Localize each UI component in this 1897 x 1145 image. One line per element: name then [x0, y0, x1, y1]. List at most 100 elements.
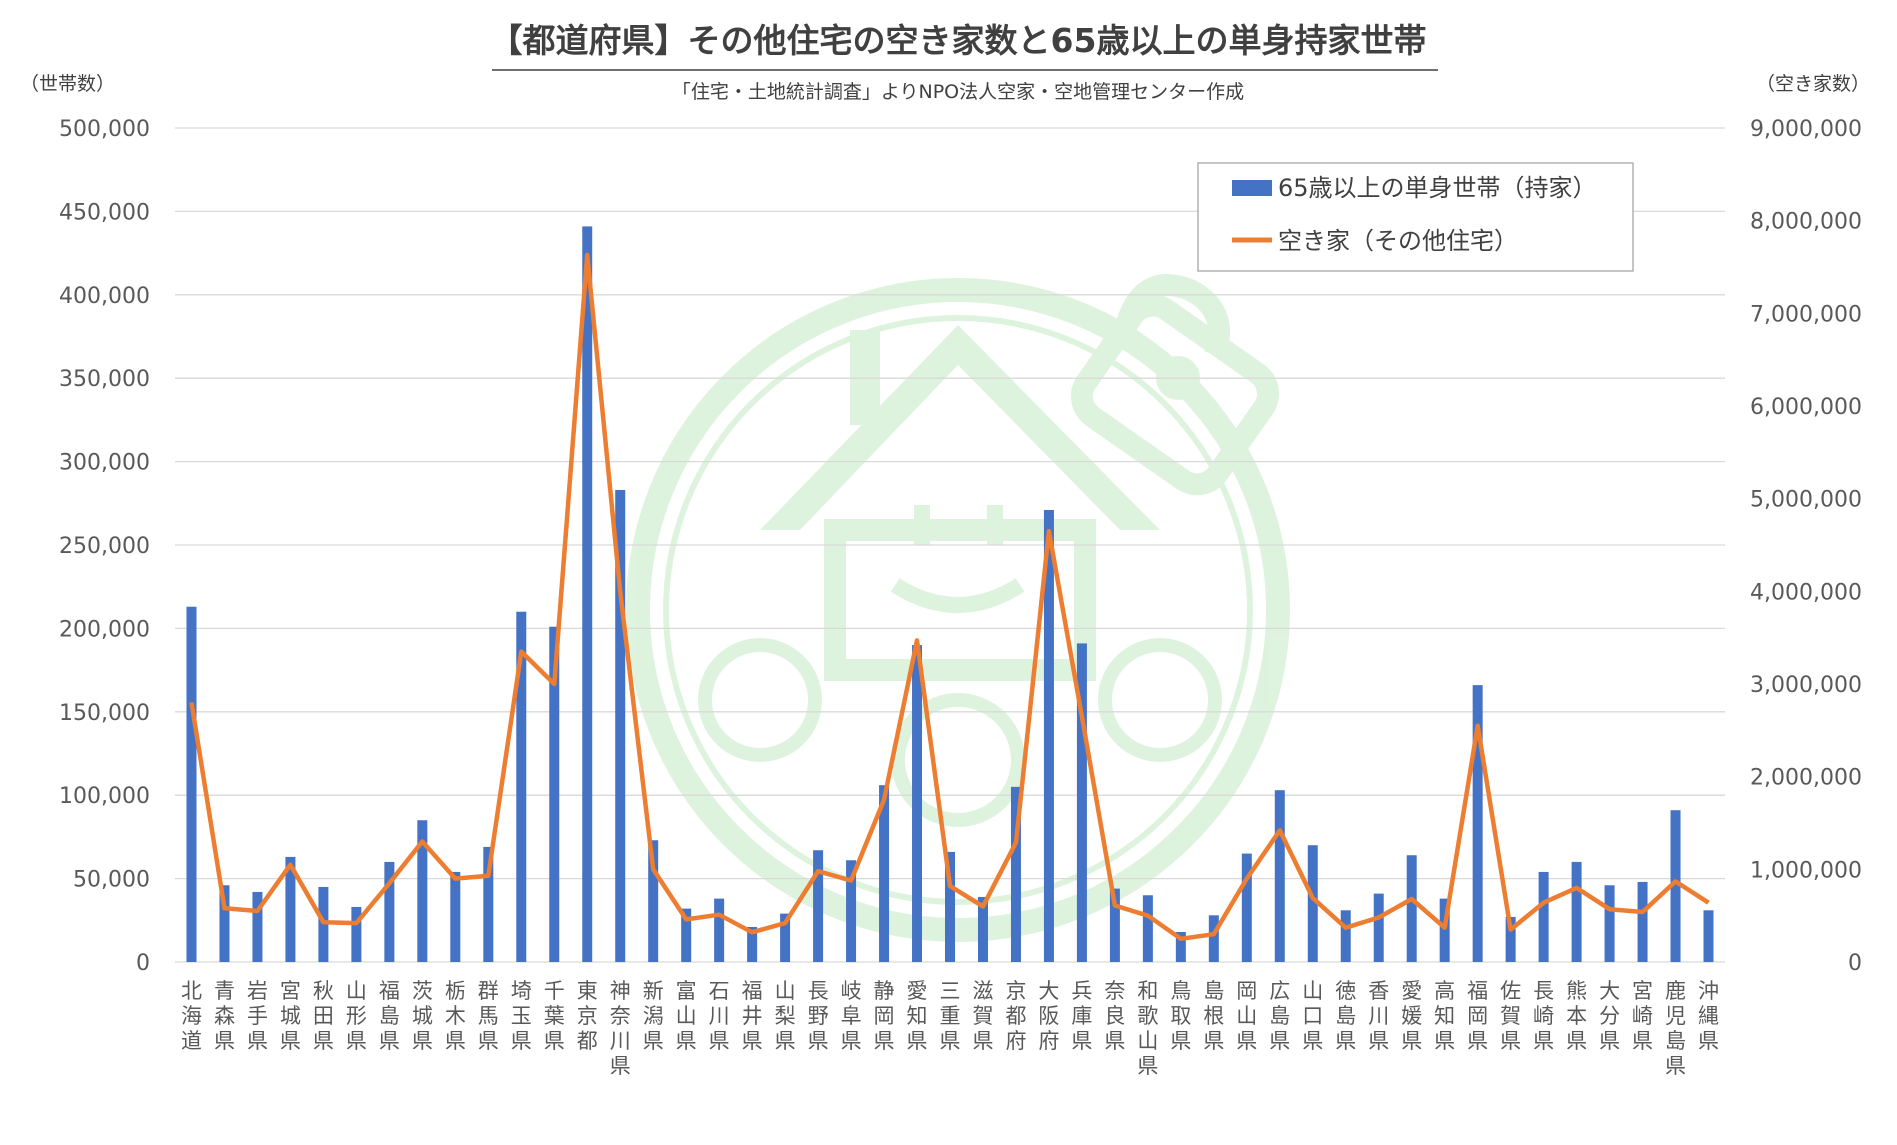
- bar: [747, 926, 758, 962]
- y-left-tick-label: 350,000: [59, 367, 150, 392]
- bar: [1175, 931, 1186, 962]
- bar: [945, 851, 955, 962]
- legend-bar-label: 65歳以上の単身世帯（持家）: [1278, 174, 1597, 202]
- bar: [977, 896, 988, 962]
- x-tick-label: 新潟県: [643, 979, 664, 1053]
- legend: 65歳以上の単身世帯（持家） 空き家（その他住宅）: [1197, 162, 1634, 272]
- bar: [1340, 910, 1351, 962]
- bar: [549, 626, 560, 962]
- bar: [285, 856, 296, 962]
- bar: [1208, 915, 1219, 962]
- y-right-tick-label: 6,000,000: [1750, 395, 1862, 420]
- bar: [252, 891, 263, 962]
- x-tick-label: 福島県: [379, 979, 400, 1053]
- bar: [1109, 888, 1120, 962]
- bar: [450, 871, 461, 962]
- bar: [1703, 910, 1714, 962]
- bar: [1274, 790, 1285, 962]
- y-axis-right-title: （空き家数）: [1756, 73, 1870, 95]
- bar: [1505, 916, 1516, 962]
- x-tick-label: 愛知県: [907, 979, 928, 1053]
- bar: [780, 913, 791, 962]
- bar: [714, 898, 725, 962]
- x-tick-label: 千葉県: [544, 979, 565, 1053]
- x-tick-label: 福井県: [742, 979, 763, 1053]
- y-right-tick-label: 3,000,000: [1750, 673, 1862, 698]
- x-tick-label: 山形県: [346, 979, 367, 1053]
- bar: [351, 906, 362, 962]
- bar: [648, 840, 659, 962]
- x-tick-label: 北海道: [181, 979, 202, 1053]
- y-left-tick-label: 0: [136, 951, 150, 976]
- bar: [681, 908, 692, 962]
- x-tick-label: 茨城県: [412, 979, 433, 1053]
- x-tick-label: 滋賀県: [972, 979, 993, 1053]
- x-tick-label: 福岡県: [1467, 979, 1488, 1053]
- x-tick-label: 東京都: [577, 979, 598, 1053]
- x-tick-label: 栃木県: [445, 979, 466, 1053]
- x-tick-label: 兵庫県: [1071, 979, 1092, 1053]
- y-right-tick-label: 0: [1848, 951, 1862, 976]
- bar: [1010, 786, 1021, 962]
- x-tick-label: 香川県: [1368, 979, 1389, 1053]
- y-left-tick-label: 150,000: [59, 701, 150, 726]
- bar: [1439, 898, 1450, 962]
- y-right-tick-label: 9,000,000: [1750, 117, 1862, 142]
- x-tick-label: 長崎県: [1533, 979, 1554, 1053]
- y-left-tick-label: 500,000: [59, 117, 150, 142]
- x-tick-label: 宮城県: [280, 979, 301, 1053]
- bar: [219, 885, 230, 962]
- bar: [879, 785, 890, 962]
- bar: [1604, 885, 1615, 962]
- bar: [813, 850, 824, 962]
- bar: [186, 606, 197, 962]
- legend-line-label: 空き家（その他住宅）: [1278, 227, 1518, 255]
- x-tick-label: 山梨県: [775, 979, 796, 1053]
- x-tick-label: 高知県: [1434, 979, 1455, 1053]
- x-tick-label: 徳島県: [1335, 979, 1356, 1053]
- bar: [417, 820, 428, 962]
- y-left-tick-label: 400,000: [59, 284, 150, 309]
- bar: [384, 861, 395, 962]
- bar: [516, 611, 527, 962]
- x-tick-label: 群馬県: [478, 979, 499, 1053]
- x-tick-label: 大阪府: [1038, 979, 1059, 1053]
- y-axis-left-title: （世帯数）: [20, 73, 115, 95]
- x-tick-label: 青森県: [214, 979, 235, 1053]
- bar: [1406, 855, 1417, 962]
- bar: [1373, 893, 1384, 962]
- bar: [1472, 685, 1483, 962]
- y-right-tick-label: 7,000,000: [1750, 302, 1862, 327]
- x-tick-label: 京都府: [1005, 979, 1026, 1053]
- x-tick-label: 沖縄県: [1698, 979, 1719, 1053]
- y-right-tick-label: 8,000,000: [1750, 210, 1862, 235]
- bar: [1307, 845, 1318, 962]
- bar: [1670, 810, 1681, 962]
- bar: [912, 645, 923, 962]
- x-tick-label: 埼玉県: [511, 979, 532, 1053]
- x-tick-label: 広島県: [1269, 979, 1290, 1053]
- x-tick-label: 和歌山県: [1137, 979, 1158, 1078]
- x-tick-label: 鳥取県: [1170, 979, 1191, 1053]
- x-tick-label: 石川県: [709, 979, 730, 1053]
- bar: [1142, 895, 1153, 962]
- series-line: [189, 252, 1710, 942]
- y-left-tick-label: 50,000: [73, 868, 150, 893]
- x-tick-label: 秋田県: [313, 979, 334, 1053]
- legend-box: [1197, 162, 1634, 272]
- bar: [1241, 853, 1252, 962]
- y-left-tick-label: 450,000: [59, 200, 150, 225]
- chart-subtitle: 「住宅・土地統計調査」よりNPO法人空家・空地管理センター作成: [672, 81, 1244, 103]
- x-tick-label: 宮崎県: [1632, 979, 1653, 1053]
- x-tick-label: 島根県: [1203, 979, 1224, 1053]
- x-tick-label: 佐賀県: [1500, 979, 1521, 1053]
- x-tick-label: 岩手県: [247, 979, 268, 1053]
- y-right-tick-label: 1,000,000: [1750, 858, 1862, 883]
- y-right-tick-label: 5,000,000: [1750, 488, 1862, 513]
- bar: [1043, 509, 1054, 962]
- bar: [318, 886, 329, 962]
- x-tick-label: 熊本県: [1566, 979, 1587, 1053]
- chart-title: 【都道府県】その他住宅の空き家数と65歳以上の単身持家世帯: [490, 21, 1427, 60]
